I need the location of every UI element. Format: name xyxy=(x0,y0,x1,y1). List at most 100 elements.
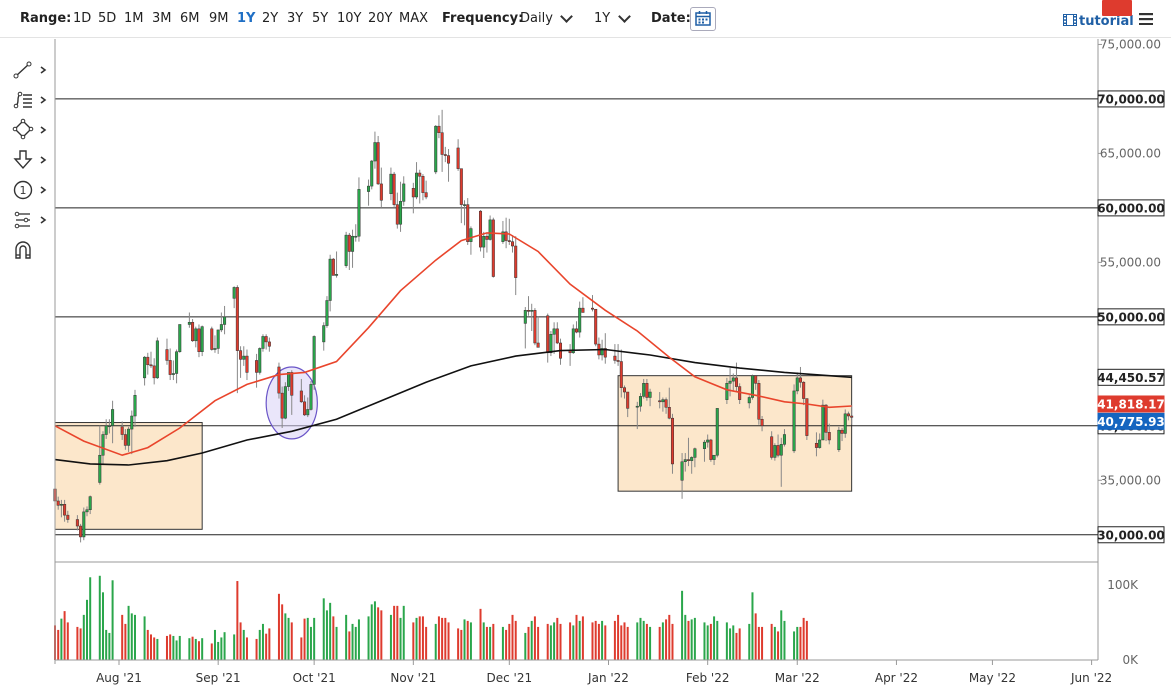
range-button-6m[interactable]: 6M xyxy=(180,11,200,26)
candle-body xyxy=(331,258,335,276)
candle-body xyxy=(770,436,774,458)
candle-body xyxy=(501,231,505,242)
fib-lines-tool[interactable] xyxy=(12,88,52,112)
candle-body xyxy=(379,183,383,201)
volume-bar xyxy=(188,638,191,660)
frequency-select[interactable]: Daily xyxy=(520,11,553,26)
range-button-10y[interactable]: 10Y xyxy=(337,11,362,26)
candle-body xyxy=(779,444,783,456)
magnet-tool[interactable] xyxy=(12,238,52,262)
tutorial-link[interactable]: tutorial xyxy=(1063,14,1134,29)
range-button-3m[interactable]: 3M xyxy=(152,11,172,26)
x-tick-label: Apr '22 xyxy=(875,671,918,685)
candle xyxy=(376,135,380,186)
candle-body xyxy=(200,326,204,352)
tutorial-label: tutorial xyxy=(1079,14,1134,29)
number-marker-tool[interactable]: 1 xyxy=(12,178,52,202)
candle xyxy=(146,352,150,375)
volume-bar xyxy=(351,623,354,660)
volume-bar xyxy=(665,619,668,660)
candle-body xyxy=(536,342,540,348)
pattern-icon xyxy=(14,211,47,229)
candle-body xyxy=(511,241,515,247)
volume-bar xyxy=(332,616,335,660)
candle-body xyxy=(194,328,198,342)
candle xyxy=(312,335,316,390)
volume-bar xyxy=(108,632,111,660)
volume-bar xyxy=(242,629,245,660)
candle xyxy=(194,326,198,348)
candle xyxy=(399,181,403,232)
candle xyxy=(642,378,646,399)
candle xyxy=(440,109,444,172)
candle-body xyxy=(683,459,687,463)
range-button-9m[interactable]: 9M xyxy=(209,11,229,26)
candle xyxy=(200,325,204,357)
range-button-3y[interactable]: 3Y xyxy=(287,11,304,26)
volume-bar xyxy=(255,638,258,660)
hamburger-menu-icon[interactable] xyxy=(1139,13,1153,25)
candle-body xyxy=(267,341,271,347)
candle xyxy=(709,438,713,462)
calendar-button[interactable] xyxy=(690,7,716,31)
range-button-5d[interactable]: 5D xyxy=(98,11,117,26)
candle-body xyxy=(85,509,89,513)
volume-bar xyxy=(393,605,396,660)
candle xyxy=(418,169,422,204)
candle-body xyxy=(709,439,713,460)
range-button-2y[interactable]: 2Y xyxy=(262,11,279,26)
y-tick-label: 75,000.00 xyxy=(1100,37,1161,51)
volume-bar xyxy=(556,617,559,660)
candle-body xyxy=(389,173,393,194)
candle xyxy=(402,176,406,206)
candle-body xyxy=(277,366,281,394)
period-select[interactable]: 1Y xyxy=(594,11,611,26)
volume-bar xyxy=(447,622,450,660)
candle xyxy=(328,254,332,312)
candle-body xyxy=(213,348,217,350)
candle xyxy=(261,334,265,352)
candle xyxy=(411,182,415,214)
candle-body xyxy=(437,125,441,133)
candle-body xyxy=(840,429,844,434)
volume-bar xyxy=(300,637,303,660)
volume-bar xyxy=(661,622,664,660)
arrow-tool[interactable] xyxy=(12,148,52,172)
candle-body xyxy=(645,383,649,398)
candle-body xyxy=(648,391,652,398)
price-tag-outline-label: 44,450.57 xyxy=(1097,371,1165,385)
trend-line-tool[interactable] xyxy=(12,58,52,82)
candle xyxy=(322,322,326,351)
candle xyxy=(757,380,761,425)
candle xyxy=(155,337,159,379)
volume-bar xyxy=(773,626,776,660)
volume-bar xyxy=(329,602,332,660)
range-button-1y[interactable]: 1Y xyxy=(237,11,256,26)
range-button-1m[interactable]: 1M xyxy=(124,11,144,26)
shapes-tool[interactable] xyxy=(12,118,52,142)
candle xyxy=(504,217,508,249)
candle xyxy=(357,177,361,242)
candle-body xyxy=(197,328,201,352)
candle-body xyxy=(66,514,70,520)
volume-bar xyxy=(703,622,706,660)
candle-body xyxy=(303,401,307,416)
volume-bar xyxy=(124,623,127,660)
candle xyxy=(223,305,227,335)
pattern-tool[interactable] xyxy=(12,208,52,232)
range-button-5y[interactable]: 5Y xyxy=(312,11,329,26)
volume-bar xyxy=(415,617,418,660)
range-button-20y[interactable]: 20Y xyxy=(368,11,393,26)
range-button-max[interactable]: MAX xyxy=(399,11,429,26)
candle-body xyxy=(750,375,754,398)
volume-bar xyxy=(223,632,226,660)
candle xyxy=(485,232,489,253)
drawing-toolbar: 1 xyxy=(0,40,55,680)
volume-bar xyxy=(501,626,504,660)
volume-bar xyxy=(706,625,709,660)
candle xyxy=(344,231,348,268)
candle-body xyxy=(402,183,406,202)
range-button-1d[interactable]: 1D xyxy=(73,11,92,26)
moving-averages xyxy=(54,232,852,466)
